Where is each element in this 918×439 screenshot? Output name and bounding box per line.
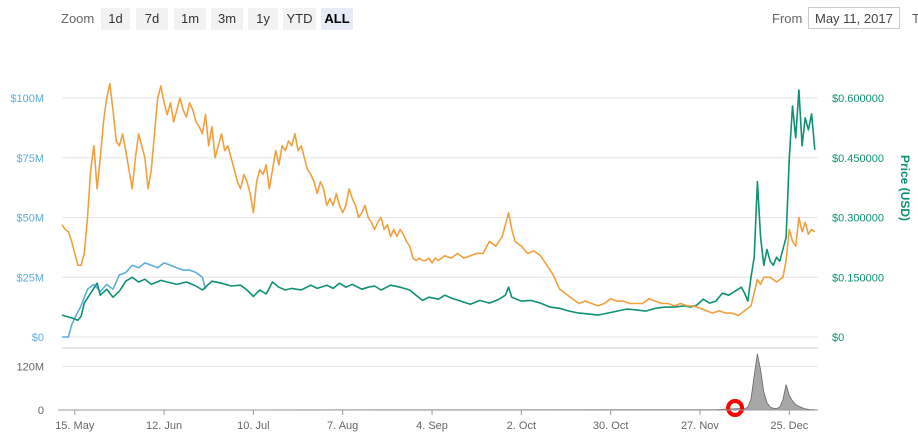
from-date-input[interactable] bbox=[808, 7, 900, 29]
left-tick-label-3: $75M bbox=[16, 153, 44, 165]
price_btc-line bbox=[61, 82, 816, 317]
x-tick-label-1: 12. Jun bbox=[146, 420, 182, 432]
x-tick-label-2: 10. Jul bbox=[237, 420, 269, 432]
volume-area bbox=[61, 353, 816, 411]
volume-marker bbox=[726, 399, 745, 417]
series-layer bbox=[61, 82, 816, 338]
right-y-axis: $0 $0.150000 $0.300000 $0.450000 $0.600000 bbox=[832, 93, 884, 344]
left-y-axis: $0 $25M $50M $75M $100M bbox=[10, 93, 44, 344]
left-tick-label-0: $0 bbox=[32, 332, 44, 344]
x-axis: 15. May 12. Jun 10. Jul 7. Aug 4. Sep 2. Oct 3… bbox=[55, 409, 818, 432]
x-tick-label-5: 2. Oct bbox=[507, 420, 536, 432]
x-tick-label-7: 27. Nov bbox=[681, 420, 719, 432]
zoom-7d-button[interactable]: 7d bbox=[136, 8, 168, 30]
right-tick-label-4: $0.600000 bbox=[832, 93, 884, 105]
left-tick-label-2: $50M bbox=[16, 213, 44, 225]
x-tick-label-3: 7. Aug bbox=[327, 420, 358, 432]
from-label: From bbox=[772, 11, 803, 26]
zoom-label: Zoom bbox=[61, 11, 95, 26]
left-tick-label-4: $100M bbox=[10, 93, 44, 105]
grid-lines bbox=[62, 97, 818, 338]
right-tick-label-3: $0.450000 bbox=[832, 153, 884, 165]
to-label-partial: T bbox=[912, 11, 918, 26]
zoom-1y-button[interactable]: 1y bbox=[248, 8, 278, 30]
right-tick-label-1: $0.150000 bbox=[832, 272, 884, 284]
zoom-ytd-button[interactable]: YTD bbox=[283, 8, 316, 30]
right-axis-title: Price (USD) bbox=[898, 155, 912, 221]
x-tick-label-0: 15. May bbox=[55, 420, 95, 432]
zoom-3m-button[interactable]: 3m bbox=[211, 8, 243, 30]
zoom-1m-button[interactable]: 1m bbox=[174, 8, 206, 30]
volume-panel: 0 120M bbox=[16, 347, 818, 417]
right-tick-label-0: $0 bbox=[832, 332, 844, 344]
x-tick-label-6: 30. Oct bbox=[593, 420, 628, 432]
price_usd-line bbox=[61, 89, 816, 322]
volume-tick-label-1: 120M bbox=[16, 362, 44, 374]
zoom-1d-button[interactable]: 1d bbox=[101, 8, 130, 30]
volume-tick-label-0: 0 bbox=[38, 405, 44, 417]
zoom-all-button[interactable]: ALL bbox=[321, 8, 353, 30]
left-tick-label-1: $25M bbox=[16, 272, 44, 284]
x-tick-label-4: 4. Sep bbox=[416, 420, 448, 432]
market_cap-line bbox=[62, 262, 207, 338]
right-tick-label-2: $0.300000 bbox=[832, 213, 884, 225]
x-tick-label-8: 25. Dec bbox=[770, 420, 808, 432]
range-selector-toolbar: Zoom 1d 7d 1m 3m 1y YTD ALL From T bbox=[0, 0, 918, 36]
